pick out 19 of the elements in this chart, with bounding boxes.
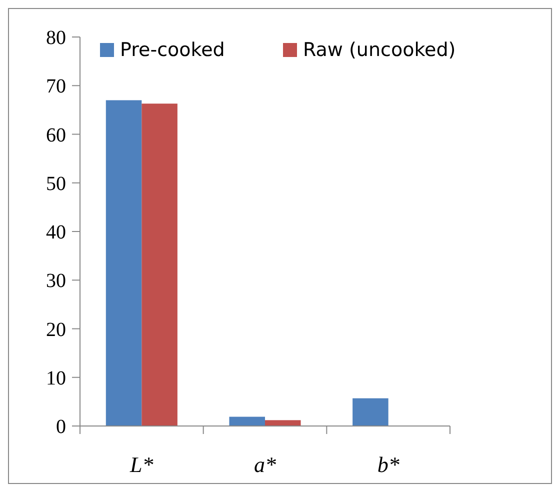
x-tick-label: a* [254, 452, 276, 477]
y-tick-label: 60 [46, 124, 66, 146]
y-tick-label: 50 [46, 172, 66, 195]
y-tick-label: 80 [46, 27, 66, 49]
bar [229, 416, 265, 426]
x-tick-label: b* [377, 452, 400, 477]
bar [142, 104, 178, 426]
y-tick-label: 10 [46, 367, 66, 390]
y-tick-label: 0 [56, 416, 66, 438]
y-tick-label: 20 [46, 318, 66, 341]
x-tick-label: L* [129, 452, 154, 477]
bar [265, 420, 301, 426]
bar [106, 100, 142, 426]
y-tick-label: 30 [46, 270, 66, 292]
bar [352, 398, 388, 426]
y-tick-label: 40 [46, 222, 66, 244]
legend-label: Raw (uncooked) [303, 39, 456, 61]
y-tick-label: 70 [46, 76, 66, 98]
legend-label: Pre-cooked [120, 39, 225, 61]
